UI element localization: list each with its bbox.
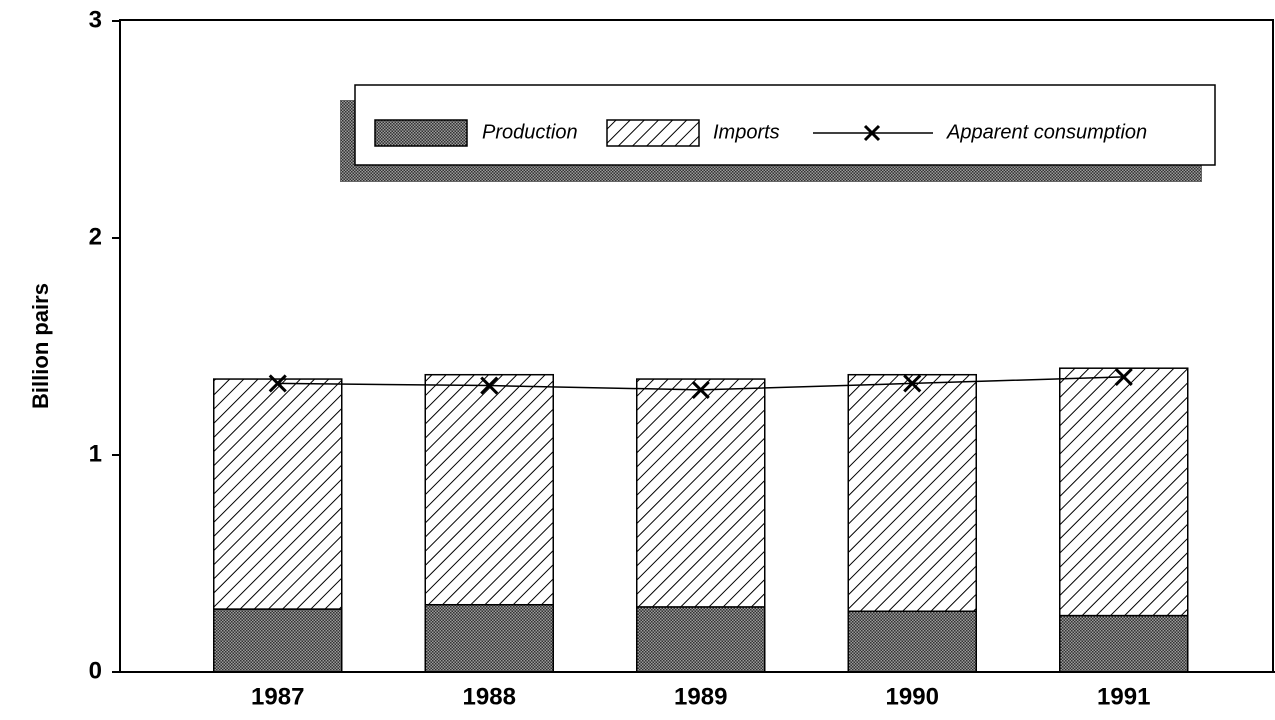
y-tick-label: 3: [89, 6, 102, 33]
legend-label: Production: [482, 121, 578, 143]
y-tick-label: 0: [89, 657, 102, 684]
bar-segment: [847, 610, 977, 673]
y-tick-label: 1: [89, 440, 102, 467]
x-tick-label: 1987: [251, 683, 304, 710]
bar-segment: [636, 606, 766, 673]
legend-swatch: [374, 119, 468, 147]
x-tick-label: 1990: [886, 683, 939, 710]
line-marker: [691, 380, 710, 399]
legend: Production Imports Apparent consumption: [340, 84, 1216, 182]
x-tick-label: 1988: [463, 683, 516, 710]
bar-segment: [213, 378, 343, 610]
y-tick-label: 2: [89, 223, 102, 250]
line-marker: [268, 374, 287, 393]
y-axis-title: Billion pairs: [28, 283, 53, 409]
bar-segment: [847, 373, 977, 612]
line-marker: [480, 376, 499, 395]
line-marker: [1114, 367, 1133, 386]
bar-segment: [636, 378, 766, 608]
legend-label: Apparent consumption: [946, 121, 1147, 143]
bar-segment: [1059, 614, 1189, 673]
x-tick-label: 1989: [674, 683, 727, 710]
bar-segment: [424, 373, 554, 606]
legend-marker: [863, 124, 881, 142]
bar-segment: [213, 608, 343, 673]
bar-segment: [424, 603, 554, 673]
bar-segment: [1059, 367, 1189, 617]
legend-swatch: [606, 119, 700, 147]
legend-box: [354, 84, 1216, 166]
x-tick-label: 1991: [1097, 683, 1150, 710]
line-marker: [903, 374, 922, 393]
legend-label: Imports: [713, 121, 780, 143]
